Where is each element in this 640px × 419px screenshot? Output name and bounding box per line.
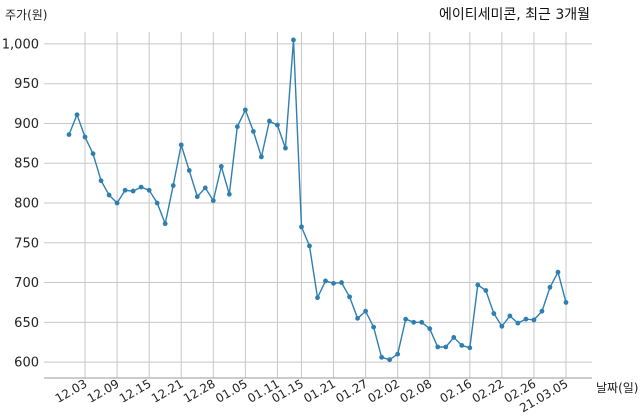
data-point — [242, 107, 248, 113]
data-point — [90, 151, 96, 157]
x-tick-label: 02.02 — [365, 376, 402, 405]
x-axis-label: 날짜(일) — [596, 381, 638, 395]
series-line — [68, 39, 567, 361]
data-point — [443, 344, 449, 350]
y-tick-label: 650 — [14, 316, 39, 331]
data-point — [122, 187, 128, 193]
data-point — [323, 278, 328, 284]
x-tick-label: 12.28 — [181, 376, 218, 405]
data-point — [178, 142, 184, 148]
data-point — [483, 288, 489, 293]
data-point — [419, 319, 425, 325]
x-tick-label: 01.21 — [301, 376, 338, 405]
data-point — [299, 224, 304, 230]
x-tick-label: 12.03 — [53, 376, 90, 405]
data-point — [331, 280, 336, 286]
data-point — [130, 188, 136, 194]
data-point — [315, 295, 320, 301]
x-tick-label: 12.09 — [85, 376, 122, 405]
data-point — [162, 221, 168, 227]
data-point — [98, 178, 104, 184]
data-point — [539, 308, 545, 314]
y-axis: 600 650 700 750 800 850 900 950 1,000 — [2, 37, 39, 370]
y-tick-label: 700 — [14, 276, 39, 291]
grid-lines — [44, 32, 592, 378]
data-point — [531, 317, 537, 323]
data-point — [427, 326, 433, 332]
data-point — [339, 280, 344, 285]
data-point — [186, 168, 192, 173]
data-point — [202, 185, 208, 191]
data-point — [475, 282, 481, 288]
data-point — [210, 198, 216, 204]
data-point — [411, 319, 417, 325]
data-point — [467, 345, 473, 351]
data-point — [226, 191, 232, 197]
x-tick-label: 02.08 — [397, 376, 434, 405]
data-point — [82, 134, 88, 140]
data-point — [387, 357, 393, 363]
data-point — [267, 118, 272, 124]
x-tick-label: 01.27 — [333, 376, 370, 405]
data-point — [563, 300, 569, 305]
data-point — [66, 132, 72, 138]
x-tick-label: 01.05 — [213, 376, 250, 405]
y-tick-label: 600 — [14, 356, 39, 371]
data-point — [194, 194, 200, 200]
data-point — [106, 192, 112, 198]
data-point — [74, 112, 80, 118]
data-point — [363, 308, 368, 314]
x-tick-label: 02.22 — [470, 376, 507, 405]
data-point — [507, 313, 513, 319]
data-point — [138, 184, 144, 190]
data-point — [555, 269, 561, 275]
data-point — [451, 335, 457, 340]
data-point — [154, 200, 160, 206]
data-point — [250, 129, 256, 134]
data-point — [499, 323, 505, 329]
data-point — [258, 154, 264, 160]
data-point — [146, 187, 152, 193]
data-point — [515, 320, 521, 326]
data-point — [170, 183, 176, 188]
y-tick-label: 1,000 — [2, 37, 39, 52]
data-point — [114, 200, 120, 206]
data-point — [355, 315, 360, 321]
data-point — [523, 316, 529, 322]
x-tick-label: 02.16 — [438, 376, 475, 405]
data-points — [66, 37, 569, 363]
x-tick-label: 12.15 — [117, 376, 154, 405]
data-point — [307, 243, 312, 249]
x-tick-label: 12.21 — [149, 376, 186, 405]
data-point — [218, 164, 224, 169]
data-point — [275, 122, 280, 128]
data-point — [459, 342, 465, 348]
y-tick-label: 750 — [14, 236, 39, 251]
data-point — [379, 354, 385, 360]
data-point — [547, 284, 553, 290]
y-tick-label: 900 — [14, 117, 39, 132]
data-point — [395, 351, 401, 357]
data-point — [371, 324, 377, 330]
y-tick-label: 950 — [14, 77, 39, 92]
x-axis: 12.0312.0912.1512.2112.2801.0501.1101.15… — [53, 376, 571, 415]
y-axis-label: 주가(원) — [5, 8, 47, 22]
data-point — [283, 145, 288, 151]
data-point — [403, 316, 409, 322]
y-tick-label: 800 — [14, 197, 39, 212]
data-point — [291, 37, 296, 43]
y-tick-label: 850 — [14, 157, 39, 172]
data-point — [435, 344, 441, 350]
data-point — [491, 311, 497, 316]
chart-title: 에이티세미콘, 최근 3개월 — [439, 7, 590, 23]
data-point — [347, 294, 352, 300]
data-point — [234, 124, 240, 130]
